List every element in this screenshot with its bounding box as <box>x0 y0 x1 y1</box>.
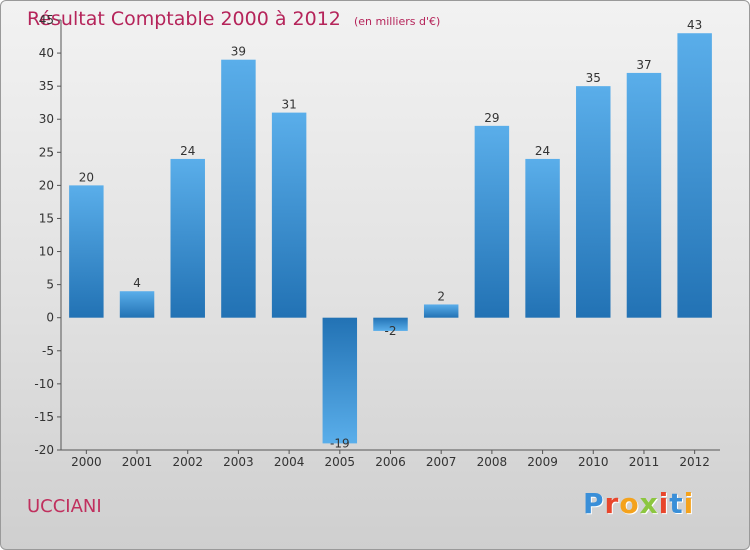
y-tick-label: -20 <box>34 443 54 457</box>
logo-letter: i <box>658 487 670 520</box>
y-tick-label: 35 <box>39 79 54 93</box>
bar-2001 <box>119 291 155 318</box>
bar-2008 <box>474 125 510 318</box>
y-tick-label: -10 <box>34 377 54 391</box>
data-label-2008: 29 <box>484 111 499 125</box>
bar-2000 <box>69 185 104 318</box>
x-tick-label: 2011 <box>629 455 660 469</box>
y-tick-label: -15 <box>34 410 54 424</box>
logo-letter: P <box>583 487 605 520</box>
logo-letter: t <box>669 487 684 520</box>
x-tick-label: 2009 <box>527 455 558 469</box>
data-label-2002: 24 <box>180 144 195 158</box>
data-label-2000: 20 <box>79 170 94 184</box>
bar-2012 <box>677 33 712 318</box>
bar-2003 <box>221 59 256 318</box>
bar-2004 <box>271 112 307 318</box>
data-label-2003: 39 <box>231 45 246 59</box>
data-label-2012: 43 <box>687 18 702 32</box>
data-label-2011: 37 <box>636 58 651 72</box>
x-tick-label: 2007 <box>426 455 457 469</box>
logo-letter: r <box>604 487 620 520</box>
logo-letter: o <box>619 487 640 520</box>
data-label-2001: 4 <box>133 276 141 290</box>
data-label-2010: 35 <box>586 71 601 85</box>
y-tick-label: 40 <box>39 46 54 60</box>
bar-2011 <box>626 72 662 318</box>
bar-2006 <box>373 317 408 331</box>
y-tick-label: 20 <box>39 178 54 192</box>
y-tick-label: 10 <box>39 245 54 259</box>
x-tick-label: 2005 <box>325 455 356 469</box>
chart-subtitle: (en milliers d'€) <box>353 15 441 28</box>
data-label-2009: 24 <box>535 144 550 158</box>
y-tick-label: 45 <box>39 13 54 27</box>
x-tick-label: 2012 <box>679 455 710 469</box>
y-tick-label: 25 <box>39 145 54 159</box>
logo-letter: x <box>639 487 659 520</box>
data-label-2004: 31 <box>281 98 296 112</box>
chart-title-block: Résultat Comptable 2000 à 2012 (en milli… <box>27 8 440 30</box>
data-label-2007: 2 <box>437 289 445 303</box>
bar-2010 <box>576 86 611 318</box>
x-tick-label: 2006 <box>375 455 406 469</box>
x-tick-label: 2004 <box>274 455 305 469</box>
x-tick-label: 2008 <box>477 455 508 469</box>
x-tick-label: 2010 <box>578 455 609 469</box>
proxiti-logo: Proxiti <box>583 487 694 520</box>
y-tick-label: 5 <box>46 278 54 292</box>
x-tick-label: 2000 <box>71 455 102 469</box>
y-tick-label: 15 <box>39 211 54 225</box>
bar-2002 <box>170 158 205 318</box>
y-tick-label: -5 <box>42 344 54 358</box>
data-label-2006: -2 <box>385 324 397 338</box>
bar-2009 <box>525 158 560 318</box>
bar-2007 <box>423 304 459 318</box>
x-tick-label: 2002 <box>172 455 203 469</box>
y-tick-label: 0 <box>46 311 54 325</box>
bar-2005 <box>322 317 358 444</box>
logo-letter: i <box>683 487 695 520</box>
x-tick-label: 2001 <box>122 455 153 469</box>
y-tick-label: 30 <box>39 112 54 126</box>
data-label-2005: -19 <box>330 436 350 450</box>
x-tick-label: 2003 <box>223 455 254 469</box>
commune-name: UCCIANI <box>27 496 102 517</box>
chart-title: Résultat Comptable 2000 à 2012 <box>27 8 341 30</box>
